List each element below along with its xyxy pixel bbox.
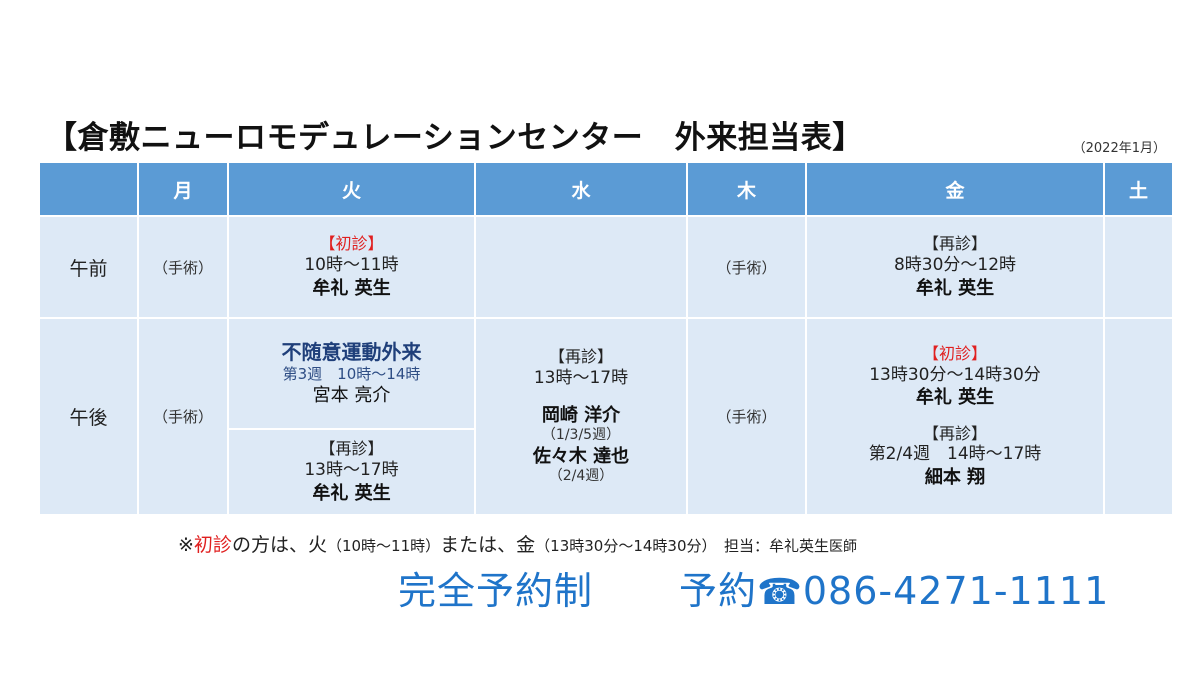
doctor-name: 佐々木 達也	[532, 445, 630, 467]
revisit-label: 【再診】	[548, 347, 613, 367]
reservation-system: 完全予約制	[398, 569, 594, 613]
footnote-text-3: 担当：牟礼英生	[709, 537, 830, 555]
spacer	[808, 410, 1102, 424]
doctor-name: 宮本 亮介	[312, 385, 391, 407]
footnote-mark: ※	[178, 534, 194, 556]
footnote-tuesday-time: （10時～11時）	[326, 537, 441, 555]
clinic-time: 第2/4週 14時～17時	[868, 443, 1042, 464]
header-blank	[38, 161, 139, 217]
saturday-pm-cell	[1103, 317, 1174, 516]
friday-am-cell: 【再診】 8時30分～12時 牟礼 英生	[805, 215, 1105, 319]
header-friday: 金	[805, 161, 1105, 217]
monday-am-surgery: （手術）	[137, 215, 229, 319]
weeks-note: （2/4週）	[548, 467, 614, 484]
doctor-name: 牟礼 英生	[312, 482, 391, 504]
booking-info: 完全予約制 予約☎086-4271-1111	[398, 560, 1109, 615]
revisit-label: 【再診】	[922, 423, 987, 443]
tuesday-pm-revisit-cell: 【再診】 13時～17時 牟礼 英生	[227, 428, 476, 516]
first-visit-label: 【初診】	[319, 234, 384, 254]
footnote-suffix: 医師	[829, 539, 858, 555]
phone-number[interactable]: 086-4271-1111	[802, 569, 1110, 613]
doctor-name: 細本 翔	[924, 466, 986, 488]
clinic-time: 13時～17時	[533, 367, 629, 388]
header-thursday: 木	[686, 161, 807, 217]
thursday-am-surgery: （手術）	[686, 215, 807, 319]
doctor-name: 岡崎 洋介	[541, 404, 621, 426]
movement-disorder-clinic-schedule: 第3週 10時～14時	[282, 365, 421, 384]
clinic-time: 13時～17時	[304, 459, 399, 480]
footnote-first-visit: 初診	[193, 534, 232, 556]
doctor-name: 牟礼 英生	[312, 277, 391, 299]
period-morning: 午前	[38, 215, 139, 319]
doctor-name: 牟礼 英生	[915, 387, 995, 409]
thursday-pm-surgery: （手術）	[686, 317, 807, 516]
header-monday: 月	[137, 161, 229, 217]
afternoon-row-top: 午後 （手術） 不随意運動外来 第3週 10時～14時 宮本 亮介 【再診】 1…	[38, 317, 1174, 516]
morning-row: 午前 （手術） 【初診】 10時～11時 牟礼 英生 （手術） 【再診】 8時3…	[38, 215, 1174, 319]
phone-icon: ☎	[757, 572, 803, 613]
header-row: 月 火 水 木 金 土	[38, 161, 1174, 217]
clinic-time: 10時～11時	[304, 254, 399, 275]
first-visit-footnote: ※初診の方は、火（10時～11時）または、金（13時30分～14時30分） 担当…	[178, 530, 857, 557]
clinic-time: 8時30分～12時	[893, 254, 1017, 275]
header-tuesday: 火	[227, 161, 476, 217]
monday-pm-surgery: （手術）	[137, 317, 229, 516]
revisit-label: 【再診】	[922, 234, 987, 254]
revisit-label: 【再診】	[319, 439, 384, 459]
clinic-time: 13時30分～14時30分	[869, 364, 1041, 385]
header-wednesday: 水	[474, 161, 688, 217]
afternoon-row-bottom: 【再診】 13時～17時 牟礼 英生	[39, 428, 1173, 516]
friday-pm-cell: 【初診】 13時30分～14時30分 牟礼 英生 【再診】 第2/4週 14時～…	[805, 317, 1105, 516]
wednesday-am-cell	[474, 215, 688, 319]
reservation-label: 予約	[679, 569, 758, 613]
weeks-note: （1/3/5週）	[541, 426, 621, 443]
saturday-am-cell	[1103, 215, 1174, 319]
spacer	[477, 390, 685, 404]
tuesday-pm-movement-clinic-cell: 不随意運動外来 第3週 10時～14時 宮本 亮介	[227, 317, 476, 430]
date-note: （2022年1月）	[1072, 141, 1166, 156]
header-saturday: 土	[1103, 161, 1174, 217]
wednesday-pm-cell: 【再診】 13時～17時 岡崎 洋介 （1/3/5週） 佐々木 達也 （2/4週…	[474, 317, 688, 516]
footnote-friday-time: （13時30分～14時30分）	[535, 537, 710, 555]
tuesday-am-cell: 【初診】 10時～11時 牟礼 英生	[227, 215, 476, 319]
footnote-text-1: の方は、火	[231, 534, 327, 556]
period-afternoon: 午後	[38, 317, 139, 516]
schedule-table: 月 火 水 木 金 土 午前 （手術） 【初診】 10時～11時 牟礼 英生 （…	[38, 161, 1174, 516]
footnote-text-2: または、金	[440, 534, 536, 556]
movement-disorder-clinic-title: 不随意運動外来	[281, 339, 422, 364]
first-visit-label: 【初診】	[922, 344, 987, 364]
page-title: 【倉敷ニューロモデュレーションセンター 外来担当表】	[46, 120, 864, 156]
doctor-name: 牟礼 英生	[915, 277, 995, 299]
